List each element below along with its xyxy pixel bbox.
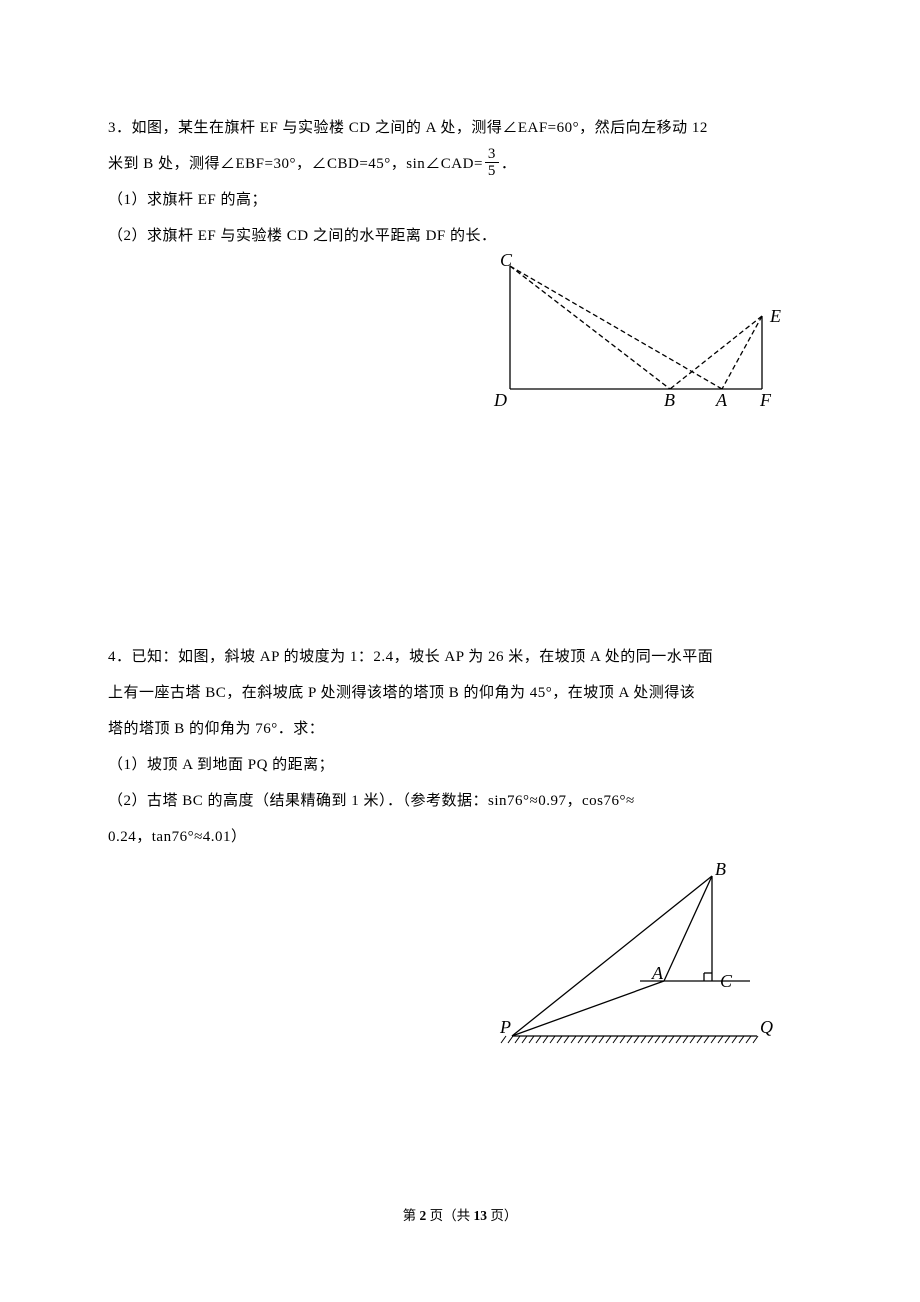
q3-frac-num: 3 [485, 146, 499, 164]
q3-part1: （1）求旗杆 EF 的高； [108, 182, 812, 218]
q3-line2-post: ． [501, 156, 517, 172]
q4-part2a: （2）古塔 BC 的高度（结果精确到 1 米）．（参考数据：sin76°≈0.9… [108, 783, 812, 819]
svg-text:E: E [769, 306, 781, 326]
q4-line3: 塔的塔顶 B 的仰角为 76°．求： [108, 711, 812, 747]
q3-fraction: 35 [485, 146, 499, 180]
svg-text:C: C [500, 254, 513, 270]
svg-text:F: F [759, 390, 772, 410]
footer-pre: 第 [403, 1208, 417, 1223]
q3-line2: 米到 B 处，测得∠EBF=30°，∠CBD=45°，sin∠CAD=35． [108, 146, 812, 182]
svg-text:Q: Q [760, 1017, 773, 1037]
question-3: 3．如图，某生在旗杆 EF 与实验楼 CD 之间的 A 处，测得∠EAF=60°… [108, 110, 812, 419]
q3-frac-den: 5 [485, 163, 499, 180]
q4-line2: 上有一座古塔 BC，在斜坡底 P 处测得该塔的塔顶 B 的仰角为 45°，在坡顶… [108, 675, 812, 711]
svg-text:C: C [720, 971, 733, 991]
q3-line1: 3．如图，某生在旗杆 EF 与实验楼 CD 之间的 A 处，测得∠EAF=60°… [108, 110, 812, 146]
svg-text:P: P [499, 1017, 511, 1037]
svg-text:D: D [493, 390, 507, 410]
q3-figure-wrap: C D B A F E [108, 254, 812, 419]
q4-part1: （1）坡顶 A 到地面 PQ 的距离； [108, 747, 812, 783]
q4-part2b: 0.24，tan76°≈4.01） [108, 819, 812, 855]
q3-figure: C D B A F E [482, 254, 782, 414]
q4-figure-wrap: P Q A C B [108, 861, 812, 1066]
q3-line2-pre: 米到 B 处，测得∠EBF=30°，∠CBD=45°，sin∠CAD= [108, 156, 483, 172]
svg-text:A: A [715, 390, 728, 410]
footer-mid: 页（共 [430, 1208, 471, 1223]
q4-line1: 4．已知：如图，斜坡 AP 的坡度为 1：2.4，坡长 AP 为 26 米，在坡… [108, 639, 812, 675]
footer-post: 页） [490, 1208, 517, 1223]
svg-text:B: B [715, 861, 726, 879]
footer-total: 13 [474, 1208, 488, 1223]
question-4: 4．已知：如图，斜坡 AP 的坡度为 1：2.4，坡长 AP 为 26 米，在坡… [108, 639, 812, 1066]
q3-part2: （2）求旗杆 EF 与实验楼 CD 之间的水平距离 DF 的长． [108, 218, 812, 254]
q4-figure: P Q A C B [492, 861, 782, 1061]
footer-page: 2 [420, 1208, 427, 1223]
svg-text:B: B [664, 390, 675, 410]
svg-text:A: A [651, 963, 664, 983]
page-footer: 第 2 页（共 13 页） [0, 1204, 920, 1224]
